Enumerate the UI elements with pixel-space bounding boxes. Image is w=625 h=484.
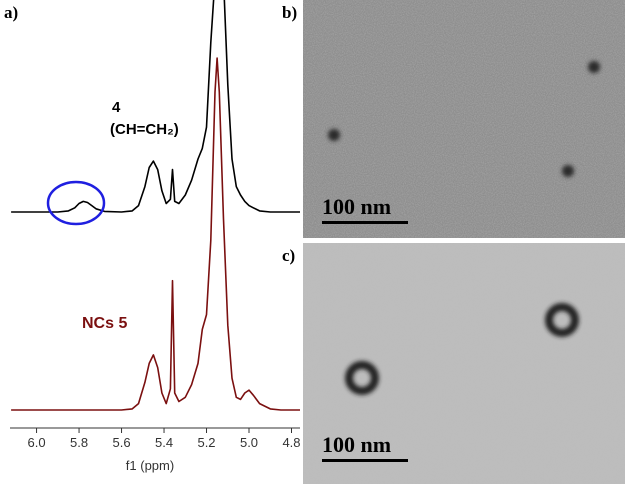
panel-label: c): [282, 246, 295, 265]
scale-bar-label: 100 nm: [322, 194, 391, 219]
x-tick-label: 4.8: [282, 435, 300, 450]
x-tick-label: 5.2: [197, 435, 215, 450]
scale-bar: [322, 459, 408, 462]
panel-label: b): [282, 3, 297, 22]
nanocapsules: [345, 303, 579, 395]
tem-noise: [303, 0, 625, 238]
x-axis-label: f1 (ppm): [126, 458, 174, 473]
x-tick-label: 5.8: [70, 435, 88, 450]
x-tick-label: 5.4: [155, 435, 173, 450]
scale-bar: [322, 221, 408, 224]
series-label: 4: [112, 99, 121, 116]
spectrum-line: [11, 0, 300, 213]
x-tick-label: 6.0: [28, 435, 46, 450]
x-tick-label: 5.0: [240, 435, 258, 450]
series-annotation: (CH=CH₂): [110, 121, 179, 138]
nmr-plot: [11, 0, 300, 411]
series-label: NCs 5: [82, 315, 127, 332]
nanoparticles: [328, 61, 600, 177]
spectrum-line: [11, 57, 300, 411]
panel-label: a): [4, 3, 18, 22]
scale-bar-label: 100 nm: [322, 432, 391, 457]
highlight-circle: [46, 180, 106, 226]
x-tick-label: 5.6: [112, 435, 130, 450]
